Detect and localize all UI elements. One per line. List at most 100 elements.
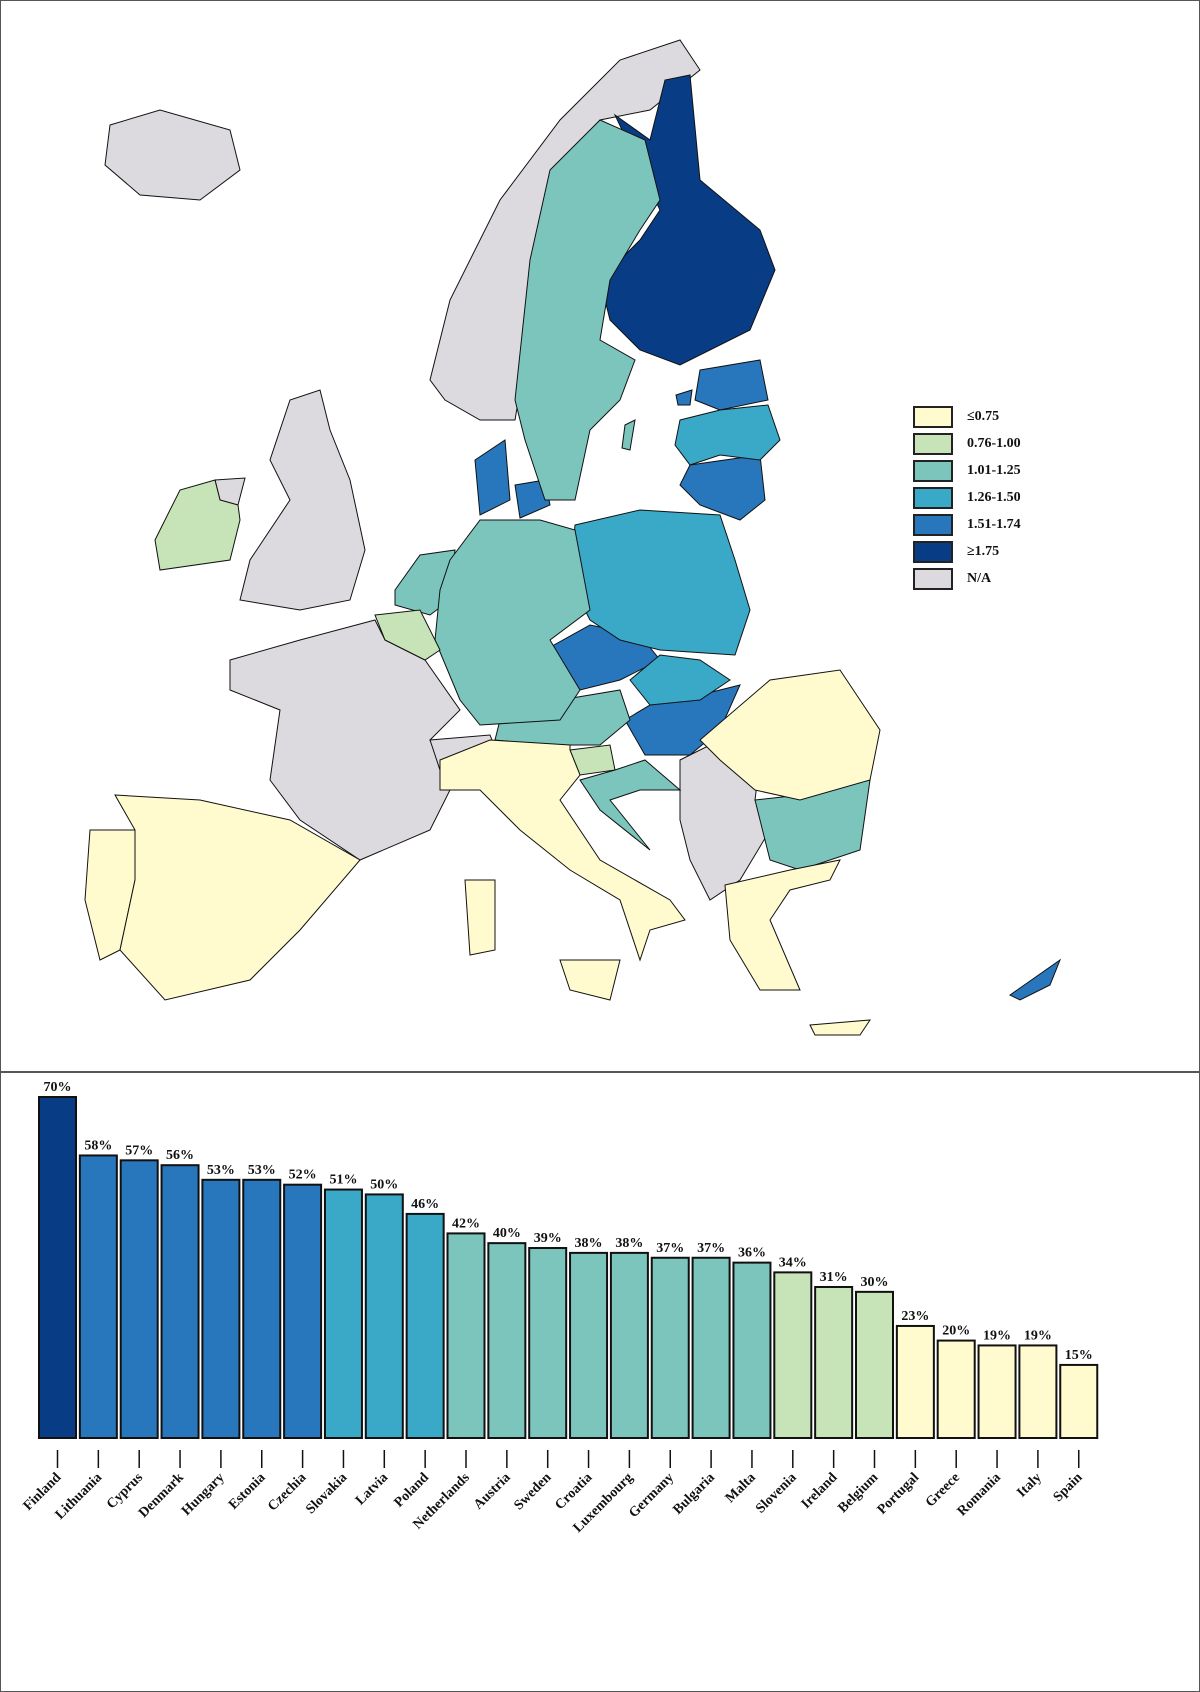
data-label: 20% xyxy=(942,1324,970,1339)
bar-ireland xyxy=(814,1285,854,1439)
data-label: 58% xyxy=(84,1138,112,1153)
bar-greece xyxy=(936,1339,976,1439)
bar-hungary xyxy=(201,1178,241,1440)
x-tick-label: Belgium xyxy=(836,1470,882,1516)
data-label: 42% xyxy=(452,1216,480,1231)
country-estonia xyxy=(694,359,769,411)
country-norway xyxy=(429,39,701,421)
bar-cyprus xyxy=(119,1159,159,1440)
europe-map xyxy=(84,39,1062,1036)
legend-item-c1: ≤0.75 xyxy=(913,403,1021,430)
data-label: 38% xyxy=(575,1236,603,1251)
legend-item-c6: ≥1.75 xyxy=(913,538,1021,565)
country-cyprus xyxy=(1009,958,1062,1001)
bar-netherlands xyxy=(446,1232,486,1440)
country-sweden xyxy=(621,419,636,451)
legend-item-c3: 1.01-1.25 xyxy=(913,457,1021,484)
data-label: 36% xyxy=(738,1246,766,1261)
legend-swatch xyxy=(913,459,953,482)
legend-label: 0.76-1.00 xyxy=(967,435,1021,451)
country-latvia xyxy=(674,404,781,466)
country-italy xyxy=(464,879,496,956)
data-label: 52% xyxy=(289,1168,317,1183)
legend-swatch xyxy=(913,486,953,509)
data-label: 53% xyxy=(248,1163,276,1178)
country-greece xyxy=(809,1019,871,1036)
bar-austria xyxy=(487,1242,527,1439)
x-tick-label: Portugal xyxy=(875,1470,923,1518)
bar-romania xyxy=(977,1344,1017,1440)
bar-croatia xyxy=(569,1251,609,1440)
x-tick-label: Czechia xyxy=(265,1470,309,1514)
data-label: 15% xyxy=(1065,1348,1093,1363)
legend-swatch xyxy=(913,432,953,455)
x-tick-label: Latvia xyxy=(353,1470,391,1508)
country-united-kingdom xyxy=(239,389,366,611)
x-tick-label: Romania xyxy=(955,1470,1004,1519)
data-label: 38% xyxy=(615,1236,643,1251)
x-tick-label: Slovakia xyxy=(303,1470,350,1517)
country-italy xyxy=(559,959,621,1001)
legend-label: N/A xyxy=(967,570,992,586)
bar-estonia xyxy=(242,1178,282,1440)
bar-czechia xyxy=(283,1183,323,1439)
x-tick-label: Estonia xyxy=(226,1470,269,1513)
panel-divider xyxy=(0,1071,1200,1073)
legend-label: 1.26-1.50 xyxy=(967,489,1021,505)
legend-label: 1.01-1.25 xyxy=(967,462,1021,478)
map-legend: ≤0.75 0.76-1.00 1.01-1.25 1.26-1.50 1.51-1.7… xyxy=(913,403,1021,592)
bar-finland xyxy=(38,1096,77,1439)
bar-luxembourg xyxy=(609,1251,649,1440)
bar-lithuania xyxy=(78,1154,118,1439)
legend-swatch xyxy=(913,513,953,536)
bar-italy xyxy=(1018,1344,1058,1440)
country-iceland xyxy=(104,109,241,201)
data-label: 40% xyxy=(493,1226,521,1241)
bar-denmark xyxy=(160,1164,200,1439)
legend-item-c4: 1.26-1.50 xyxy=(913,484,1021,511)
x-tick-label: Germany xyxy=(626,1470,677,1521)
x-tick-label: Denmark xyxy=(136,1470,187,1521)
data-label: 37% xyxy=(656,1241,684,1256)
data-label: 19% xyxy=(1024,1328,1052,1343)
country-italy xyxy=(439,739,686,962)
legend-label: ≥1.75 xyxy=(967,543,1000,559)
data-label: 19% xyxy=(983,1328,1011,1343)
x-tick-label: Bulgaria xyxy=(670,1470,717,1517)
data-label: 31% xyxy=(820,1270,848,1285)
data-label: 53% xyxy=(207,1163,235,1178)
legend-swatch xyxy=(913,567,953,590)
bar-germany xyxy=(650,1256,690,1440)
country-spain xyxy=(114,794,361,1001)
x-tick-label: Slovenia xyxy=(753,1470,799,1516)
bar-latvia xyxy=(364,1193,404,1440)
legend-label: 1.51-1.74 xyxy=(967,516,1021,532)
x-tick-label: Austria xyxy=(471,1470,514,1513)
data-label: 23% xyxy=(901,1309,929,1324)
x-tick-label: Poland xyxy=(392,1470,432,1510)
bar-portugal xyxy=(895,1324,935,1440)
bar-slovenia xyxy=(773,1271,813,1440)
country-belgium xyxy=(374,609,441,661)
x-tick-label: Spain xyxy=(1051,1470,1086,1505)
bar-bulgaria xyxy=(691,1256,731,1440)
bar-spain xyxy=(1059,1363,1099,1440)
x-tick-label: Ireland xyxy=(799,1470,841,1512)
data-label: 37% xyxy=(697,1241,725,1256)
bar-poland xyxy=(405,1212,445,1440)
bar-sweden xyxy=(528,1247,568,1439)
country-croatia xyxy=(579,759,682,851)
legend-item-na: N/A xyxy=(913,565,1021,592)
legend-item-c5: 1.51-1.74 xyxy=(913,511,1021,538)
data-label: 51% xyxy=(329,1173,357,1188)
x-tick-label: Italy xyxy=(1014,1470,1044,1500)
data-label: 30% xyxy=(861,1275,889,1290)
country-estonia xyxy=(675,389,693,406)
country-romania xyxy=(699,669,881,801)
legend-label: ≤0.75 xyxy=(967,408,1000,424)
x-tick-label: Hungary xyxy=(179,1470,228,1519)
legend-item-c2: 0.76-1.00 xyxy=(913,430,1021,457)
x-tick-label: Malta xyxy=(723,1470,759,1506)
country-greece xyxy=(724,859,841,991)
data-label: 34% xyxy=(779,1255,807,1270)
